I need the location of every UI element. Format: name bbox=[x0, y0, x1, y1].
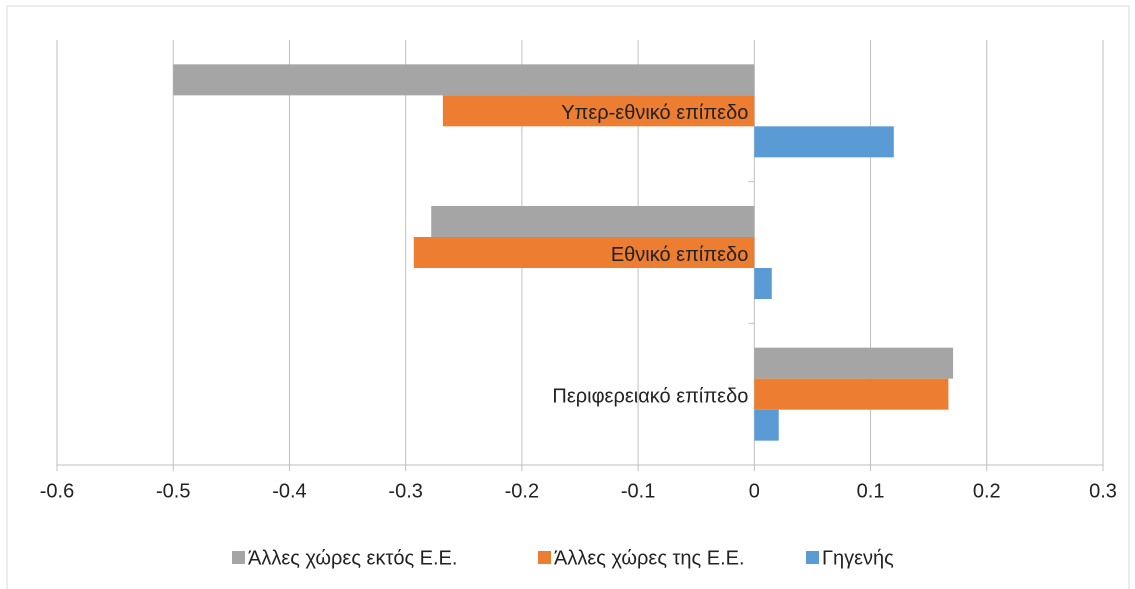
category-label: Περιφερειακό επίπεδο bbox=[552, 385, 748, 407]
legend-marker bbox=[806, 551, 819, 564]
x-tick-label: 0 bbox=[749, 480, 760, 502]
x-tick-label: -0.1 bbox=[621, 480, 655, 502]
bar bbox=[754, 268, 772, 299]
bar bbox=[173, 64, 755, 96]
bar bbox=[754, 347, 954, 379]
bar bbox=[431, 206, 755, 237]
bar bbox=[442, 95, 755, 127]
bar bbox=[754, 378, 949, 410]
category-label: Εθνικό επίπεδο bbox=[611, 244, 748, 266]
x-tick-label: 0.1 bbox=[857, 480, 885, 502]
legend-marker bbox=[232, 551, 245, 564]
chart-border bbox=[6, 5, 1130, 589]
x-tick-label: -0.2 bbox=[505, 480, 539, 502]
bar bbox=[413, 237, 755, 268]
legend-marker bbox=[538, 551, 551, 564]
legend-label: Άλλες χώρες της Ε.Ε. bbox=[554, 547, 745, 569]
x-tick-label: 0.3 bbox=[1089, 480, 1117, 502]
x-tick-label: -0.5 bbox=[156, 480, 190, 502]
category-label: Υπερ-εθνικό επίπεδο bbox=[561, 102, 748, 124]
x-tick-label: -0.3 bbox=[388, 480, 422, 502]
legend-label: Γηγενής bbox=[822, 547, 894, 569]
bar bbox=[754, 126, 894, 158]
legend-label: Άλλες χώρες εκτός Ε.Ε. bbox=[248, 547, 457, 569]
x-tick-label: -0.4 bbox=[272, 480, 306, 502]
x-tick-label: 0.2 bbox=[973, 480, 1001, 502]
bar bbox=[754, 409, 779, 441]
x-tick-label: -0.6 bbox=[40, 480, 74, 502]
